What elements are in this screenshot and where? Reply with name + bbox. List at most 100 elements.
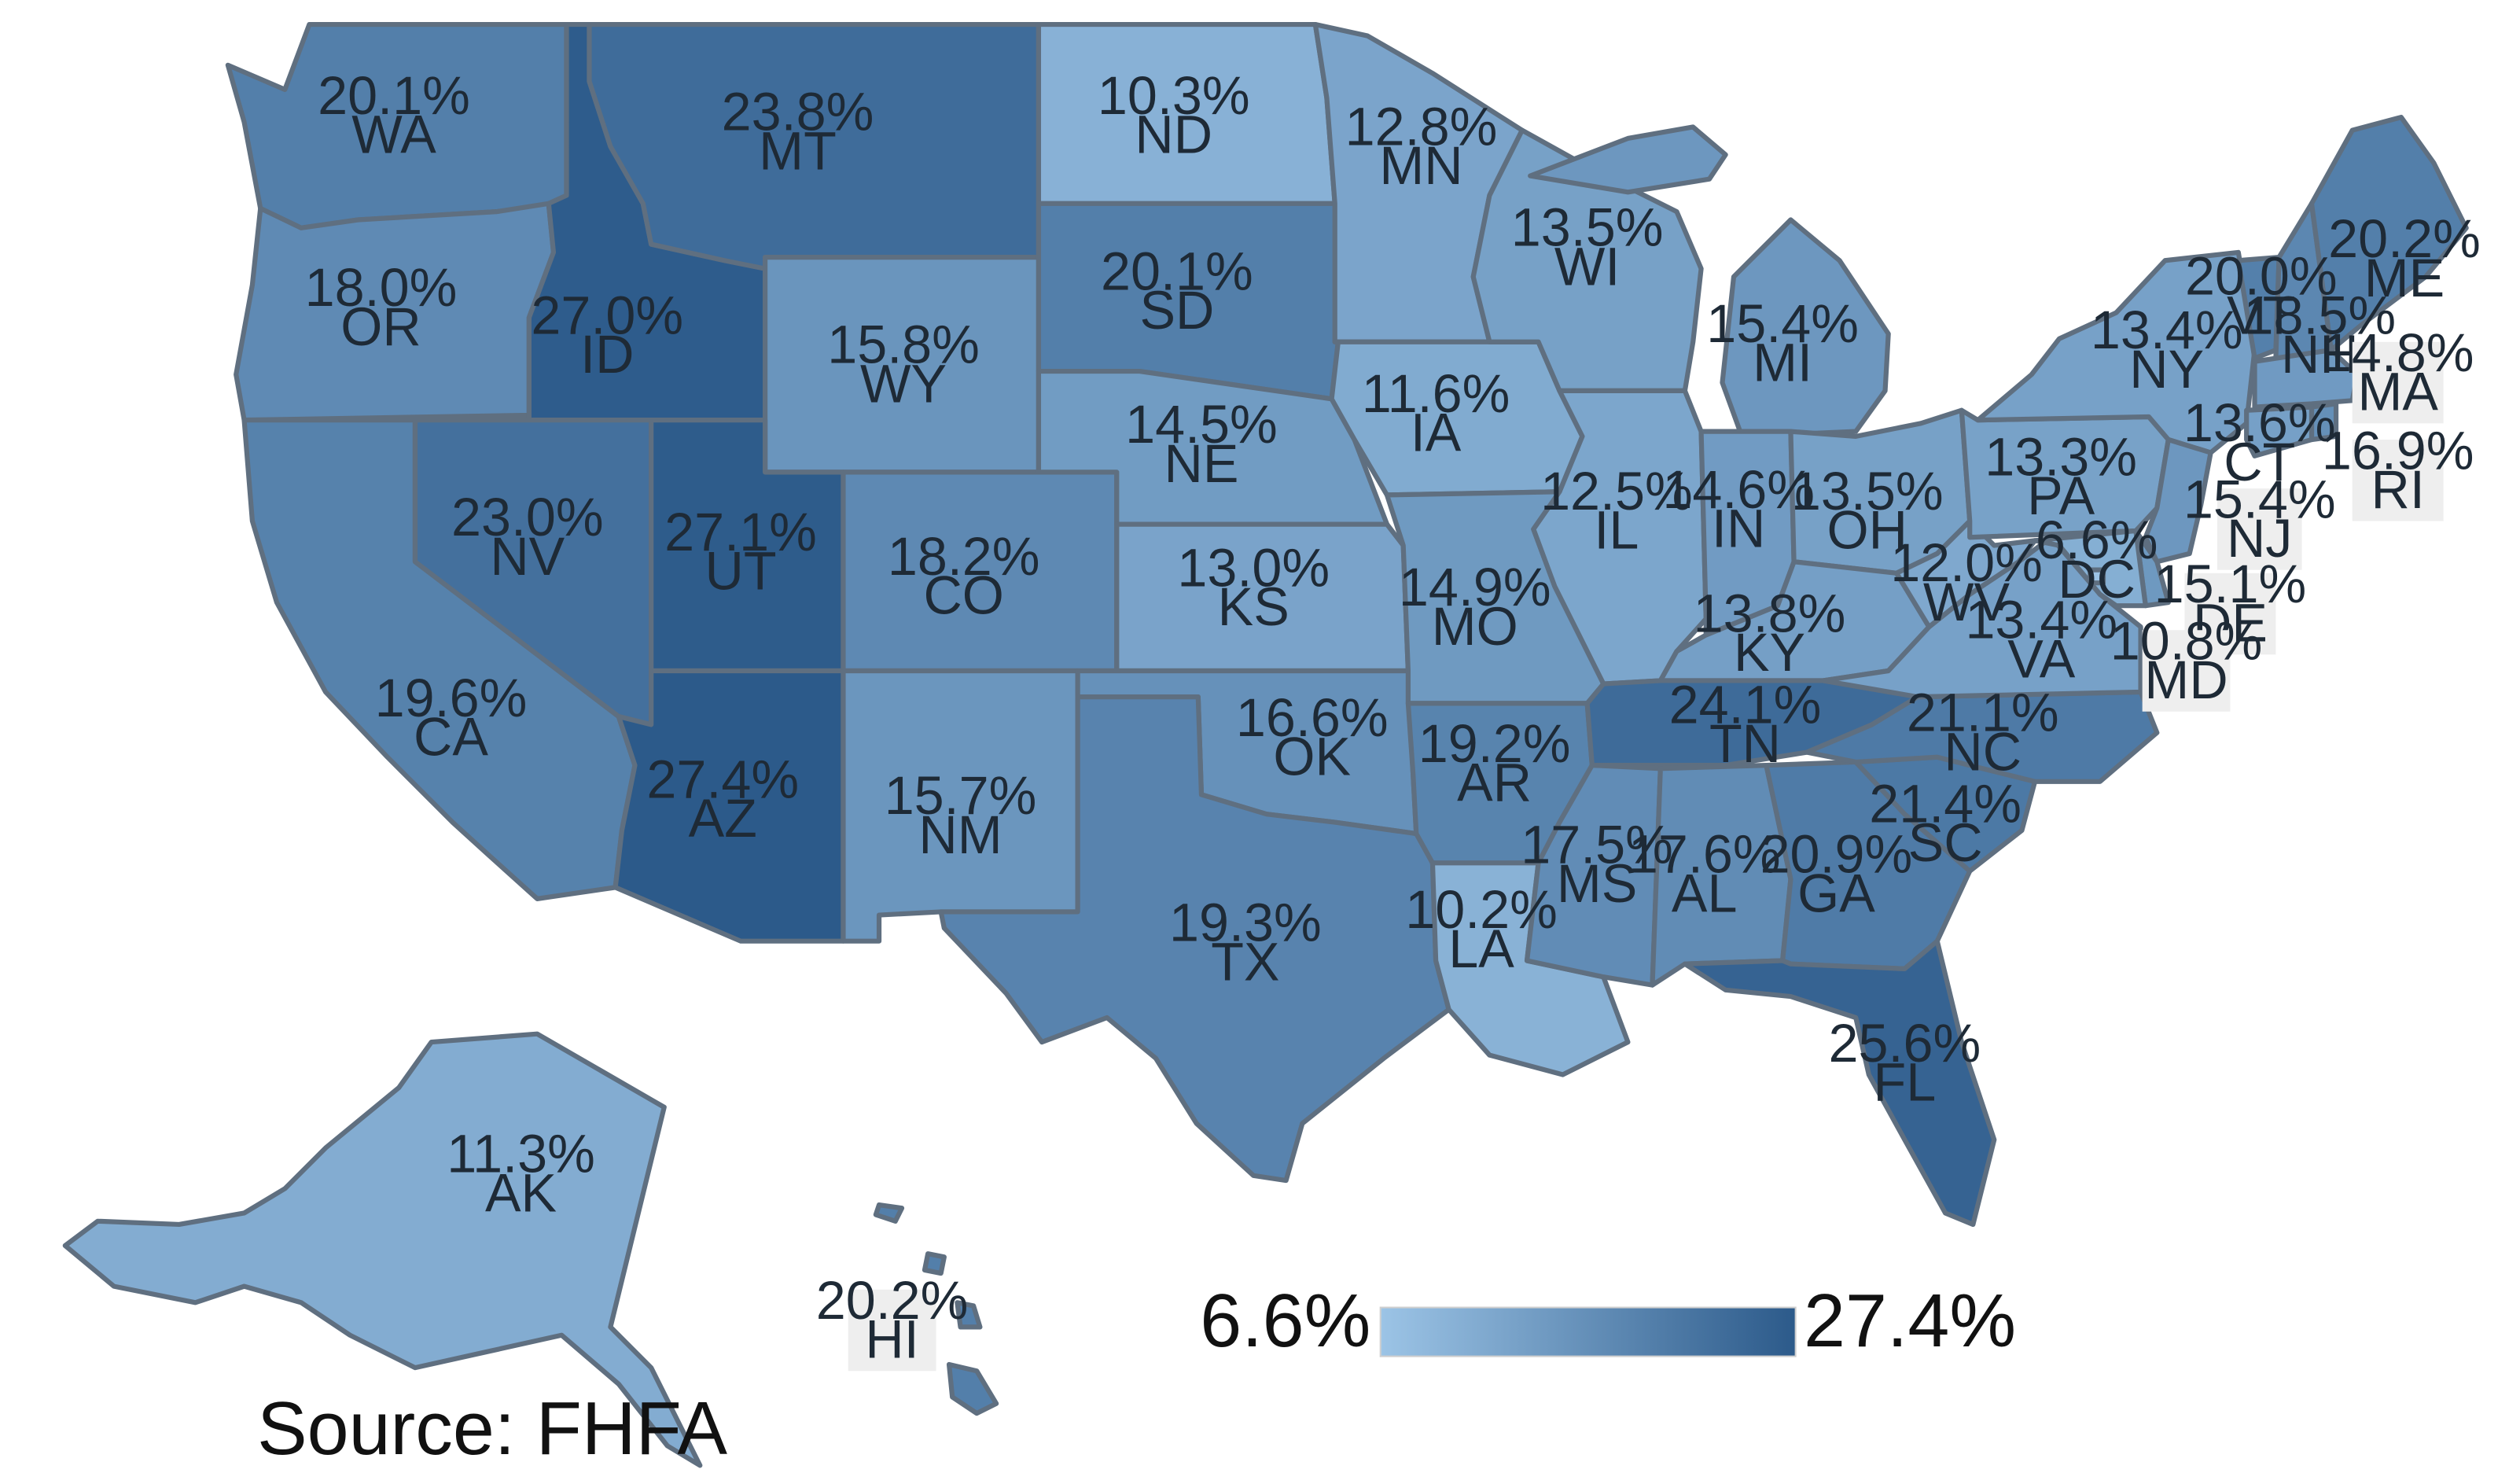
state-value-ia: 11.6% (1362, 364, 1510, 424)
state-labels-layer: 20.1%WA18.0%OR19.6%CA27.0%ID23.0%NV23.8%… (305, 66, 2481, 1372)
state-value-wy: 15.8% (827, 315, 980, 375)
state-value-sd: 20.1% (1101, 242, 1253, 302)
state-value-id: 27.0% (531, 285, 683, 345)
callout-bg-md (2142, 630, 2231, 712)
state-value-pa: 13.3% (1985, 428, 2137, 488)
state-code-mn: MN (1379, 136, 1462, 196)
state-code-ks: KS (1218, 577, 1289, 637)
state-value-ak: 11.3% (447, 1125, 595, 1184)
state-nc[interactable] (1804, 689, 2160, 784)
state-code-nh: NH (2281, 325, 2359, 385)
state-code-or: OR (340, 297, 421, 357)
state-dc[interactable] (2088, 567, 2106, 586)
state-code-tx: TX (1211, 932, 1279, 992)
state-value-mn: 12.8% (1345, 97, 1498, 157)
state-value-nd: 10.3% (1098, 66, 1250, 126)
state-code-ut: UT (705, 541, 777, 601)
callout-bg-nj (2216, 488, 2302, 570)
state-value-fl: 25.6% (1829, 1014, 1981, 1073)
callout-bg-ri (2352, 440, 2444, 521)
state-value-ar: 19.2% (1418, 714, 1571, 774)
state-code-in: IN (1712, 499, 1765, 559)
state-code-dc: DC (2058, 550, 2136, 609)
state-value-va: 13.4% (1965, 591, 2117, 650)
state-code-nc: NC (1944, 722, 2022, 782)
state-value-in: 14.6% (1662, 460, 1815, 520)
state-value-ga: 20.9% (1760, 825, 1913, 885)
state-value-co: 18.2% (888, 527, 1040, 587)
state-value-mo: 14.9% (1399, 558, 1551, 617)
state-code-mt: MT (759, 121, 837, 181)
state-code-hi: HI (865, 1310, 918, 1370)
state-code-ia: IA (1411, 403, 1462, 463)
state-value-ri: 16.9% (2322, 421, 2474, 481)
state-value-md: 10.8% (2110, 612, 2263, 672)
state-value-sc: 21.4% (1869, 775, 2022, 834)
state-tx[interactable] (938, 694, 1451, 1184)
state-value-nv: 23.0% (451, 488, 604, 547)
source-note: Source: FHFA (257, 1387, 727, 1471)
state-value-ok: 16.6% (1236, 688, 1389, 748)
state-me[interactable] (2308, 114, 2469, 353)
state-value-wi: 13.5% (1511, 198, 1664, 258)
callout-bg-hi (848, 1289, 936, 1372)
state-code-pa: PA (2027, 466, 2095, 526)
state-code-la: LA (1448, 919, 1514, 979)
state-code-ok: OK (1273, 727, 1351, 787)
state-code-sc: SC (1908, 813, 1983, 873)
state-code-wi: WI (1554, 237, 1620, 296)
state-code-ca: CA (414, 708, 488, 768)
state-value-oh: 13.5% (1791, 462, 1944, 521)
state-code-wv: WV (1923, 573, 2010, 632)
state-code-me: ME (2364, 249, 2445, 308)
state-value-ne: 14.5% (1125, 395, 1278, 455)
state-code-ny: NY (2129, 340, 2204, 400)
state-code-ct: CT (2224, 433, 2295, 492)
state-code-ga: GA (1797, 864, 1875, 923)
state-value-hi: 20.2% (816, 1271, 969, 1331)
state-code-mi: MI (1753, 333, 1812, 392)
callout-bg-ma (2352, 341, 2444, 424)
state-code-al: AL (1672, 864, 1738, 923)
state-value-ks: 13.0% (1177, 538, 1330, 598)
state-value-ct: 13.6% (2183, 393, 2336, 453)
state-code-nj: NJ (2227, 509, 2293, 569)
state-code-ri: RI (2371, 460, 2425, 520)
state-code-fl: FL (1874, 1053, 1937, 1113)
state-fl[interactable] (1682, 938, 1997, 1228)
state-hi[interactable] (873, 1202, 999, 1416)
state-ct[interactable] (2244, 404, 2315, 458)
state-ak[interactable] (62, 1031, 703, 1468)
state-value-nm: 15.7% (885, 766, 1037, 826)
state-code-ak: AK (485, 1163, 557, 1223)
state-ms[interactable] (1524, 762, 1663, 988)
state-value-me: 20.2% (2328, 209, 2481, 269)
state-code-oh: OH (1827, 501, 1907, 561)
state-value-la: 10.2% (1405, 880, 1558, 940)
state-value-tx: 19.3% (1169, 893, 1322, 953)
state-code-co: CO (923, 566, 1003, 626)
state-value-al: 17.6% (1628, 825, 1781, 885)
state-code-mo: MO (1432, 597, 1518, 657)
legend-gradient-bar (1379, 1306, 1797, 1357)
state-code-vt: VT (2227, 285, 2295, 345)
states-layer (62, 21, 2469, 1468)
state-value-ma: 14.8% (2322, 323, 2474, 383)
state-code-nd: ND (1135, 105, 1212, 165)
state-value-mt: 23.8% (722, 83, 874, 142)
state-value-il: 12.5% (1540, 462, 1693, 521)
color-scale-legend: 6.6% 27.4% (1200, 1280, 2016, 1363)
state-code-va: VA (2007, 629, 2075, 689)
state-nj[interactable] (2143, 436, 2213, 565)
state-code-wa: WA (351, 105, 436, 165)
state-mi[interactable] (1528, 124, 1891, 439)
state-code-tn: TN (1709, 714, 1781, 774)
legend-max-label: 27.4% (1804, 1280, 2016, 1363)
state-code-id: ID (580, 325, 634, 385)
state-value-dc: 6.6% (2036, 510, 2158, 570)
state-code-ne: NE (1164, 434, 1239, 494)
state-value-de: 15.1% (2154, 554, 2307, 614)
state-code-wy: WY (860, 354, 947, 414)
